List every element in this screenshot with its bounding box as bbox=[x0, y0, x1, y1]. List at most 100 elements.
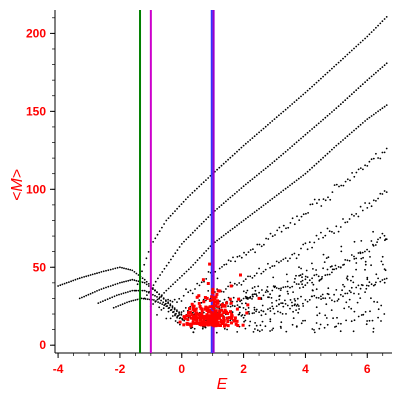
black-point bbox=[300, 95, 302, 98]
black-point bbox=[282, 305, 285, 308]
black-point bbox=[133, 271, 136, 273]
red-point bbox=[191, 314, 195, 318]
black-point bbox=[183, 240, 185, 243]
black-point bbox=[258, 330, 261, 333]
black-point bbox=[296, 297, 299, 300]
black-point bbox=[324, 297, 327, 300]
x-tick-label: 2 bbox=[240, 362, 247, 376]
red-point bbox=[214, 295, 218, 299]
black-point bbox=[239, 306, 241, 309]
black-point bbox=[171, 212, 174, 215]
black-point bbox=[251, 212, 254, 215]
black-point bbox=[351, 172, 353, 174]
black-point bbox=[174, 252, 177, 255]
black-point bbox=[353, 292, 355, 295]
black-point bbox=[324, 73, 327, 76]
black-point bbox=[301, 279, 304, 282]
black-point bbox=[89, 292, 92, 295]
black-point bbox=[214, 270, 217, 273]
black-point bbox=[295, 309, 297, 311]
black-point bbox=[383, 313, 386, 315]
black-point bbox=[121, 281, 123, 284]
red-point bbox=[190, 313, 194, 317]
black-point bbox=[192, 311, 194, 314]
black-point bbox=[146, 294, 148, 296]
black-point bbox=[226, 328, 229, 331]
black-point bbox=[253, 312, 256, 314]
black-point bbox=[244, 327, 247, 330]
black-point bbox=[286, 106, 289, 109]
black-point bbox=[262, 270, 265, 273]
black-point bbox=[163, 223, 166, 225]
black-point bbox=[255, 133, 258, 136]
black-point bbox=[162, 307, 165, 310]
black-point bbox=[207, 247, 210, 250]
black-point bbox=[335, 183, 338, 186]
black-point bbox=[385, 104, 388, 106]
black-point bbox=[83, 295, 85, 298]
black-point bbox=[350, 49, 353, 52]
black-point bbox=[159, 302, 162, 304]
black-point bbox=[271, 305, 274, 308]
black-point bbox=[252, 248, 254, 251]
black-point bbox=[364, 263, 367, 266]
black-point bbox=[160, 309, 163, 311]
black-point bbox=[342, 57, 344, 60]
black-point bbox=[322, 75, 324, 78]
black-point bbox=[200, 222, 203, 225]
black-point bbox=[102, 270, 105, 273]
black-point bbox=[273, 265, 276, 267]
black-point bbox=[346, 97, 349, 100]
black-point bbox=[174, 313, 177, 316]
black-point bbox=[374, 244, 377, 246]
black-point bbox=[315, 162, 318, 165]
black-point bbox=[189, 234, 192, 236]
black-point bbox=[306, 89, 309, 92]
black-point bbox=[163, 304, 166, 307]
black-point bbox=[191, 231, 194, 234]
black-point bbox=[359, 167, 362, 170]
red-point bbox=[211, 305, 215, 308]
black-point bbox=[253, 135, 256, 138]
black-point bbox=[238, 189, 241, 191]
black-point bbox=[227, 305, 230, 307]
black-point bbox=[325, 257, 328, 259]
black-point bbox=[192, 331, 195, 334]
x-tick-label: -2 bbox=[115, 362, 126, 376]
red-point bbox=[223, 308, 227, 312]
red-point bbox=[197, 301, 201, 305]
black-point bbox=[225, 263, 228, 266]
black-point bbox=[311, 128, 313, 130]
black-point bbox=[350, 279, 352, 282]
black-point bbox=[343, 307, 346, 310]
black-point bbox=[238, 255, 241, 257]
red-point bbox=[246, 303, 250, 307]
black-point bbox=[329, 198, 332, 201]
y-tick-label: 200 bbox=[26, 26, 46, 40]
red-point bbox=[214, 321, 218, 325]
black-point bbox=[248, 324, 251, 327]
black-point bbox=[293, 252, 296, 255]
black-point bbox=[236, 284, 238, 286]
black-point bbox=[297, 177, 300, 180]
black-point bbox=[289, 286, 291, 289]
black-point bbox=[243, 251, 245, 254]
black-point bbox=[364, 81, 366, 84]
red-point bbox=[216, 289, 220, 293]
red-point bbox=[196, 316, 200, 320]
black-point bbox=[265, 289, 268, 292]
black-point bbox=[260, 298, 263, 300]
black-point bbox=[218, 166, 221, 169]
black-point bbox=[251, 312, 254, 315]
black-point bbox=[376, 241, 378, 244]
red-point bbox=[220, 304, 224, 308]
black-point bbox=[335, 225, 338, 228]
black-point bbox=[375, 152, 377, 155]
black-point bbox=[339, 293, 342, 296]
black-point bbox=[176, 207, 179, 210]
black-point bbox=[285, 227, 287, 230]
black-point bbox=[207, 216, 210, 219]
black-point bbox=[331, 271, 333, 274]
black-point bbox=[223, 263, 226, 266]
